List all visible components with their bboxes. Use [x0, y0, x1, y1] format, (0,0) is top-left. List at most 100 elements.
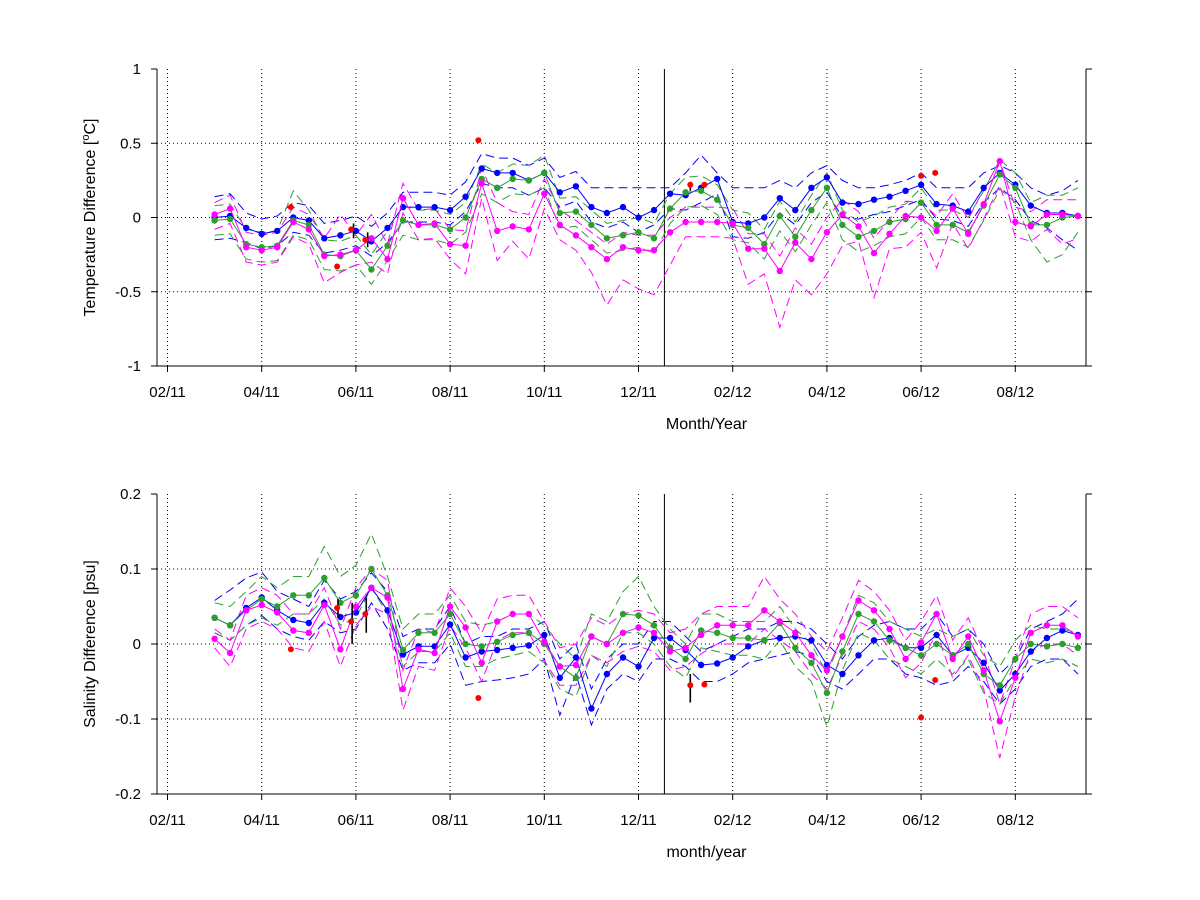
series-2-point	[226, 622, 234, 629]
series-1-point	[243, 224, 250, 232]
series-1-lower-bound	[214, 182, 1079, 257]
series-2-point	[1012, 655, 1019, 663]
series-3-point	[965, 633, 972, 640]
series-3-point	[1059, 622, 1066, 629]
red-point	[334, 605, 341, 611]
series-3-point	[697, 631, 705, 639]
series-1-line	[214, 167, 1078, 242]
red-point	[687, 181, 694, 188]
series-3-point	[996, 157, 1003, 165]
red-point	[701, 681, 708, 688]
series-2-point	[933, 640, 940, 648]
series-2-point	[792, 233, 799, 240]
series-2-point	[1043, 643, 1051, 650]
y-tick-label: 0.5	[120, 135, 141, 152]
series-1-point	[666, 190, 674, 197]
series-3-point	[399, 195, 407, 202]
red-point	[918, 172, 925, 179]
series-2-point	[729, 634, 736, 642]
series-2-point	[1043, 221, 1051, 229]
x-tick-label: 04/12	[808, 384, 846, 401]
series-2-point	[226, 215, 234, 223]
series-2-point	[808, 206, 815, 214]
series-1-point	[980, 659, 987, 666]
series-2-point	[274, 603, 281, 610]
series-3-point	[745, 245, 752, 252]
series-2-point	[650, 622, 658, 629]
red-point	[362, 611, 369, 617]
x-axis-label: Month/Year	[666, 416, 748, 433]
series-3-point	[1074, 633, 1082, 640]
x-tick-label: 12/11	[620, 384, 656, 401]
series-1-point	[808, 184, 815, 191]
series-3-point	[525, 610, 532, 618]
y-axis-label: Salinity Difference [psu]	[82, 560, 99, 728]
series-3-point	[808, 255, 815, 263]
series-3-point	[666, 648, 674, 655]
series-3-point	[368, 235, 375, 242]
series-3-point	[384, 594, 391, 601]
series-1-point	[478, 165, 485, 172]
series-2-point	[776, 212, 783, 220]
red-point	[362, 236, 369, 243]
series-2-point	[368, 266, 375, 273]
series-2-point	[509, 631, 516, 639]
series-1-point	[337, 232, 344, 239]
series-3-point	[902, 212, 909, 220]
series-3-point	[886, 230, 893, 237]
series-3-point	[996, 718, 1003, 725]
red-point	[287, 646, 294, 653]
series-3-point	[635, 247, 642, 254]
x-tick-label: 08/11	[432, 384, 468, 401]
series-2-point	[917, 652, 925, 659]
series-3-point	[603, 640, 611, 648]
series-1-point	[588, 203, 595, 211]
series-1-point	[870, 196, 878, 203]
series-3-point	[870, 607, 878, 614]
series-2-point	[949, 221, 956, 229]
series-1-point	[384, 224, 391, 232]
series-1-point	[572, 654, 580, 661]
series-2-point	[870, 227, 878, 235]
y-tick-label: 0.1	[120, 561, 141, 578]
series-1-point	[823, 174, 831, 181]
series-1-upper-bound	[214, 571, 1079, 691]
series-3-point	[446, 241, 454, 248]
series-3-point	[572, 232, 580, 239]
series-3-point	[792, 239, 799, 246]
series-1-point	[462, 193, 469, 200]
series-1-point	[776, 634, 783, 642]
series-1-point	[635, 214, 642, 221]
series-2-point	[902, 644, 909, 651]
series-2-point	[352, 592, 360, 599]
series-3-point	[211, 635, 218, 642]
series-2-point	[619, 610, 627, 618]
x-tick-label: 04/12	[808, 812, 846, 829]
series-2-point	[761, 637, 768, 644]
data-area	[211, 137, 1082, 330]
y-tick-label: 0	[133, 636, 141, 653]
series-3-point	[1012, 218, 1019, 226]
series-3-point	[399, 685, 407, 693]
series-2-point	[305, 592, 312, 599]
y-tick-label: -0.2	[115, 786, 141, 803]
series-3-point	[321, 252, 328, 260]
series-2-point	[823, 689, 831, 696]
series-3-point	[556, 221, 563, 229]
series-1-point	[572, 183, 580, 190]
series-1-point	[321, 235, 328, 242]
series-1-point	[996, 687, 1003, 694]
series-2-point	[321, 574, 328, 582]
series-2-point	[572, 674, 580, 681]
series-3-point	[478, 180, 485, 187]
series-3-point	[446, 603, 454, 610]
series-1-lower-bound	[214, 601, 1079, 727]
y-tick-label: -0.5	[115, 284, 141, 301]
series-3-point	[650, 629, 658, 636]
series-1-point	[635, 663, 642, 670]
series-3-point	[431, 649, 438, 657]
series-3-lower-bound	[214, 605, 1079, 759]
series-2-point	[666, 205, 674, 212]
series-2-point	[494, 638, 501, 645]
series-3-point	[965, 230, 972, 237]
